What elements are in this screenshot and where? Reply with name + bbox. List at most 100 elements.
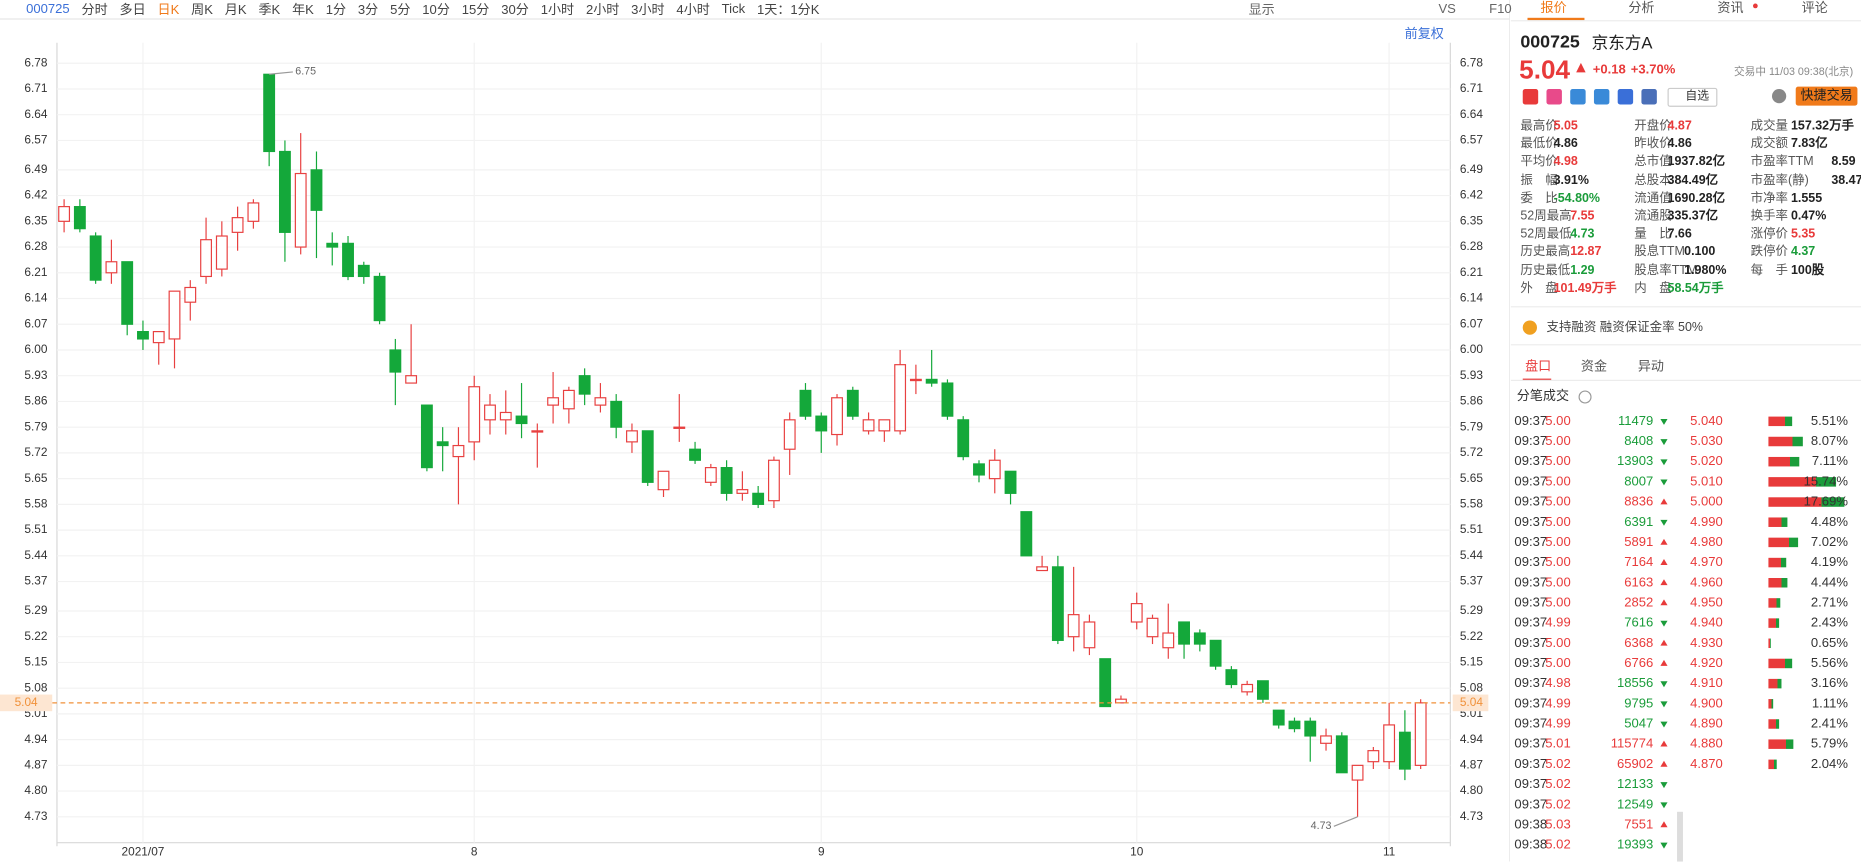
sub-tab[interactable]: 异动 xyxy=(1637,359,1664,374)
book-percent: 7.02% xyxy=(1810,535,1848,550)
stock-name: 京东方A xyxy=(1591,33,1653,53)
y-tick-label-right: 6.28 xyxy=(1460,239,1483,253)
candle-body xyxy=(988,459,1001,480)
period-tab[interactable]: 周K xyxy=(191,3,213,18)
book-price: 4.890 xyxy=(1690,716,1723,732)
period-tab[interactable]: 多日 xyxy=(119,3,146,18)
stat-value: 3.91% xyxy=(1553,172,1589,188)
stat-value: 38.47 xyxy=(1831,172,1861,188)
period-tab[interactable]: 季K xyxy=(258,3,281,18)
stat-label: 开盘价 xyxy=(1634,118,1672,133)
period-tab[interactable]: 月K xyxy=(224,3,247,18)
trade-arrow xyxy=(1660,721,1668,728)
candle-body xyxy=(1320,735,1332,744)
feature-icon xyxy=(1617,89,1634,105)
candle-body xyxy=(767,459,780,502)
sub-tab[interactable]: 资金 xyxy=(1580,359,1608,374)
annotation-leader xyxy=(269,71,293,75)
y-tick-label-right: 5.15 xyxy=(1460,655,1483,669)
period-tab[interactable]: 1小时 xyxy=(540,3,575,18)
quote-tab[interactable]: 评论 xyxy=(1801,1,1828,16)
y-tick-label-right: 5.44 xyxy=(1460,548,1483,562)
candle-body xyxy=(515,415,528,425)
candle-body xyxy=(610,400,623,428)
y-tick-label: 5.51 xyxy=(24,522,47,536)
trade-time: 09:37 xyxy=(1514,414,1548,429)
candle-body xyxy=(878,419,891,432)
candle-body xyxy=(1020,511,1033,557)
book-percent: 2.71% xyxy=(1810,595,1848,611)
scrollbar xyxy=(1677,811,1683,862)
toolbar-button[interactable]: F10 xyxy=(1489,2,1512,17)
period-tab[interactable]: 3小时 xyxy=(631,3,665,18)
quote-tab[interactable]: 资讯 xyxy=(1717,1,1744,16)
trade-time: 09:37 xyxy=(1514,595,1548,611)
period-tab[interactable]: 5分 xyxy=(390,3,411,18)
stat-label: 股息TTM xyxy=(1634,244,1685,260)
stat-label: 流通股 xyxy=(1634,208,1672,224)
toolbar-button[interactable]: VS xyxy=(1438,2,1456,17)
y-tick-label-right: 6.35 xyxy=(1460,213,1483,227)
annotation-leader xyxy=(1333,816,1358,827)
stat-value: 8.59 xyxy=(1831,154,1856,169)
trade-time: 09:38 xyxy=(1514,817,1548,832)
book-price: 4.980 xyxy=(1690,535,1723,550)
trade-price: 5.00 xyxy=(1545,636,1571,651)
book-price: 5.010 xyxy=(1690,474,1723,489)
book-percent: 17.69% xyxy=(1803,494,1848,510)
adjust-label[interactable]: 前复权 xyxy=(1405,26,1444,41)
sub-tab[interactable]: 盘口 xyxy=(1525,359,1552,374)
stat-label: 量 比 xyxy=(1634,226,1672,242)
candle-body xyxy=(1099,658,1112,708)
candle-body xyxy=(436,441,449,447)
candle-body xyxy=(58,206,71,222)
candle-body xyxy=(1414,702,1427,766)
period-tab[interactable]: 3分 xyxy=(357,3,379,18)
divider xyxy=(1510,306,1861,308)
trade-volume: 12549 xyxy=(1616,797,1654,812)
trade-arrow xyxy=(1660,498,1668,505)
period-tab[interactable]: 10分 xyxy=(422,3,450,18)
trade-volume: 19393 xyxy=(1616,837,1654,853)
period-tab[interactable]: 年K xyxy=(292,3,314,18)
y-tick-label-right: 5.72 xyxy=(1460,445,1483,459)
candle-body xyxy=(1225,669,1238,686)
candle-body xyxy=(499,411,512,421)
stat-label: 总股本 xyxy=(1634,172,1672,188)
trade-arrow xyxy=(1660,479,1668,486)
trade-button[interactable]: 快捷交易 xyxy=(1795,86,1858,106)
trade-arrow xyxy=(1660,842,1668,849)
candle-body xyxy=(641,430,654,483)
period-tab[interactable]: 1分 xyxy=(325,3,347,18)
trade-price: 5.00 xyxy=(1545,515,1571,530)
candle-body xyxy=(389,349,402,373)
period-tab[interactable]: 日K xyxy=(157,3,180,18)
trade-arrow xyxy=(1660,519,1668,526)
toolbar-button[interactable]: 显示 xyxy=(1248,3,1275,18)
y-tick-label: 6.42 xyxy=(24,188,47,202)
period-tab[interactable]: 30分 xyxy=(501,3,529,18)
period-tab[interactable]: 2小时 xyxy=(585,3,620,18)
candle-body xyxy=(263,73,276,153)
y-tick-label-right: 6.21 xyxy=(1460,265,1483,279)
trade-time: 09:37 xyxy=(1514,636,1548,651)
stat-label: 每 手 xyxy=(1750,263,1789,278)
x-tick-label: 2021/07 xyxy=(122,844,165,858)
watch-button[interactable]: 自选 xyxy=(1667,87,1718,107)
candle-body xyxy=(1256,680,1269,700)
trade-price: 5.00 xyxy=(1545,494,1571,510)
quote-tab[interactable]: 报价 xyxy=(1540,1,1567,16)
candle-body xyxy=(1130,603,1143,623)
period-tab[interactable]: 15分 xyxy=(461,3,490,18)
period-tab[interactable]: 4小时 xyxy=(676,3,710,18)
toolbar: 000725 分时 多日 日K 周K 月K 季K 年K 1分 3分 5分 10分 15分 30分 1小时 2小… xyxy=(26,0,819,19)
trade-volume: 9795 xyxy=(1624,696,1654,711)
quote-tab[interactable]: 分析 xyxy=(1628,1,1655,16)
candle-body xyxy=(547,397,560,406)
candle-body xyxy=(152,331,165,344)
period-tab[interactable]: Tick xyxy=(721,2,746,17)
period-tab[interactable]: 分时 xyxy=(81,3,108,18)
period-mode[interactable]: 1天：1分K xyxy=(757,3,820,18)
trade-arrow xyxy=(1660,439,1668,446)
